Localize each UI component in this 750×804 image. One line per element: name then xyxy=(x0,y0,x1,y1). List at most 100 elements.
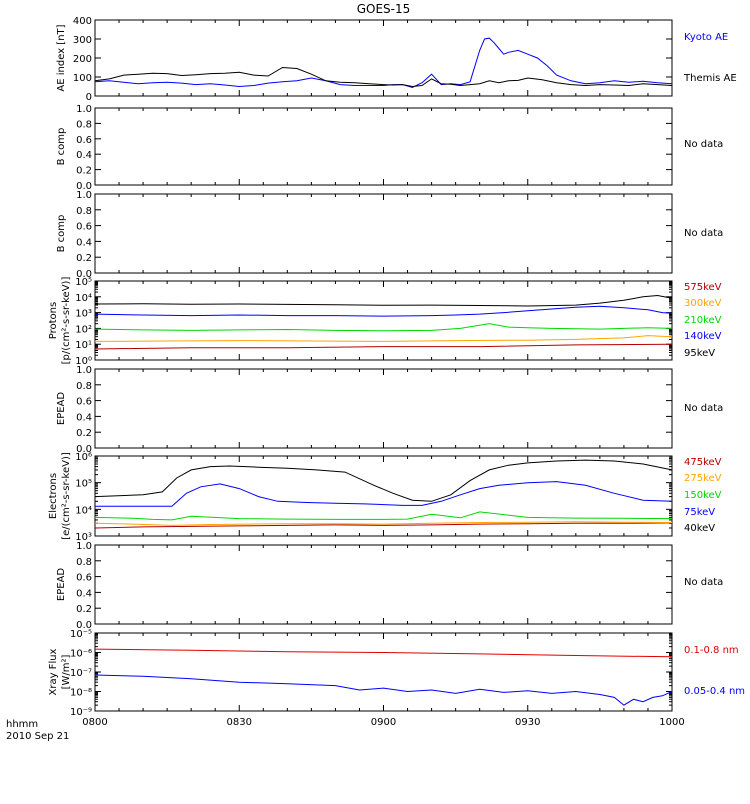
y-axis-unit-label: [W/m²] xyxy=(61,654,72,689)
legend-entry: Themis AE xyxy=(683,73,737,84)
y-tick-label: 1.0 xyxy=(76,190,92,201)
y-tick-label: 0.8 xyxy=(76,206,92,217)
legend-entry: 475keV xyxy=(684,457,722,468)
y-tick-label: 0 xyxy=(86,92,92,103)
legend-entry: 140keV xyxy=(684,331,722,342)
series-line-140kev xyxy=(94,305,673,317)
y-tick-label: 300 xyxy=(73,35,92,46)
y-tick-label: 0.6 xyxy=(76,135,92,146)
x-tick-label: 0900 xyxy=(371,717,396,728)
y-tick-label: 10³ xyxy=(75,532,92,543)
no-data-note: No data xyxy=(684,228,723,239)
y-axis-label: B comp xyxy=(56,128,67,166)
series-line-40kev xyxy=(94,459,673,502)
y-axis-label: EPEAD xyxy=(56,568,67,602)
y-axis-label: AE index [nT] xyxy=(56,24,67,91)
panel-7 xyxy=(94,544,673,625)
x-tick-label: 0930 xyxy=(515,717,540,728)
x-tick-label: 0800 xyxy=(82,717,107,728)
no-data-note: No data xyxy=(684,403,723,414)
series-line-150kev xyxy=(94,511,673,521)
legend-entry: 0.1-0.8 nm xyxy=(684,645,739,656)
y-tick-label: 0.6 xyxy=(76,397,92,408)
y-tick-label: 0.4 xyxy=(76,237,92,248)
y-axis-unit-label: [e/(cm²-s-sr-keV)] xyxy=(61,452,72,540)
series-line-575kev xyxy=(94,343,673,350)
y-tick-label: 0.8 xyxy=(76,119,92,130)
y-tick-label: 0.8 xyxy=(76,381,92,392)
y-tick-label: 0.2 xyxy=(76,428,92,439)
panel-frame xyxy=(94,193,673,274)
series-line-75kev xyxy=(95,481,673,507)
y-tick-label: 0.2 xyxy=(76,166,92,177)
y-tick-label: 10⁵ xyxy=(75,277,92,288)
y-tick-label: 0.0 xyxy=(76,181,92,192)
y-tick-label: 10⁵ xyxy=(75,479,92,490)
legend-entry: Kyoto AE xyxy=(684,32,728,43)
y-tick-label: 100 xyxy=(73,73,92,84)
y-tick-label: 1.0 xyxy=(76,104,92,115)
y-tick-label: 10⁻⁷ xyxy=(70,668,92,679)
legend-entry: 210keV xyxy=(684,315,722,326)
y-tick-label: 0.2 xyxy=(76,604,92,615)
y-tick-label: 10⁻⁹ xyxy=(70,707,92,718)
y-tick-label: 1.0 xyxy=(76,365,92,376)
series-line-kyoto-ae xyxy=(94,37,673,89)
panel-3 xyxy=(94,193,673,274)
y-tick-label: 10⁶ xyxy=(75,452,92,463)
y-tick-label: 0.4 xyxy=(76,588,92,599)
y-axis-label: B comp xyxy=(56,215,67,253)
panel-4 xyxy=(94,280,673,361)
panel-8 xyxy=(94,632,673,712)
y-tick-label: 400 xyxy=(73,16,92,27)
y-tick-label: 200 xyxy=(73,54,92,65)
y-tick-label: 0.6 xyxy=(76,222,92,233)
y-axis-label: Xray Flux xyxy=(48,648,59,695)
y-tick-label: 1.0 xyxy=(76,541,92,552)
footer-time-format: hhmm xyxy=(6,719,38,730)
legend-entry: 150keV xyxy=(684,490,722,501)
panel-frame xyxy=(94,632,673,712)
y-axis-unit-label: [p/(cm²-s-sr-keV)] xyxy=(61,277,72,365)
series-line-95kev xyxy=(94,294,673,307)
y-tick-label: 10¹ xyxy=(75,340,92,351)
y-axis-label: Electrons xyxy=(48,473,59,519)
legend-entry: 575keV xyxy=(684,282,722,293)
y-tick-label: 0.0 xyxy=(76,620,92,631)
figure-title: GOES-15 xyxy=(357,2,411,16)
footer-date: 2010 Sep 21 xyxy=(6,731,69,742)
y-tick-label: 0.4 xyxy=(76,412,92,423)
series-line-275kev xyxy=(94,521,673,526)
y-tick-label: 0.0 xyxy=(76,269,92,280)
series-line-themis-ae xyxy=(94,66,673,88)
y-tick-label: 0.4 xyxy=(76,150,92,161)
no-data-note: No data xyxy=(684,139,723,150)
y-tick-label: 10⁴ xyxy=(75,505,92,516)
y-tick-label: 0.2 xyxy=(76,253,92,264)
legend-entry: 300keV xyxy=(684,298,722,309)
no-data-note: No data xyxy=(684,577,723,588)
legend-entry: 0.05-0.4 nm xyxy=(684,686,745,697)
y-tick-label: 0.6 xyxy=(76,573,92,584)
panel-2 xyxy=(94,107,673,186)
series-line-475kev xyxy=(94,522,673,529)
x-tick-label: 0830 xyxy=(227,717,252,728)
y-tick-label: 10⁴ xyxy=(75,293,92,304)
panel-6 xyxy=(94,455,673,537)
y-tick-label: 10⁻⁵ xyxy=(70,629,92,640)
series-line-210kev xyxy=(94,323,673,332)
y-tick-label: 10² xyxy=(75,324,92,335)
panel-frame xyxy=(94,368,673,449)
panel-frame xyxy=(94,544,673,625)
y-axis-label: EPEAD xyxy=(56,392,67,426)
series-line-0-1-0-8-nm xyxy=(94,648,673,658)
panel-frame xyxy=(94,107,673,186)
y-axis-label: Protons xyxy=(48,302,59,339)
legend-entry: 95keV xyxy=(684,348,715,359)
legend-entry: 275keV xyxy=(684,473,722,484)
legend-entry: 75keV xyxy=(684,507,715,518)
panel-5 xyxy=(94,368,673,449)
panel-1 xyxy=(94,19,673,97)
series-line-300kev xyxy=(94,335,673,342)
